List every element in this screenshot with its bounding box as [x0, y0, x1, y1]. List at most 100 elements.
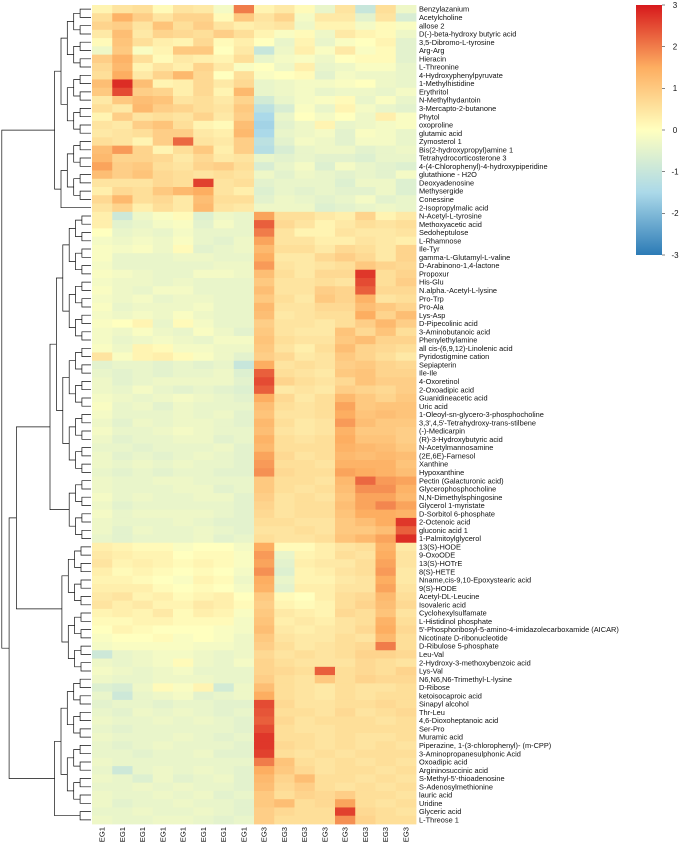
heatmap-cell: [254, 294, 275, 304]
heatmap-cell: [193, 815, 214, 825]
heatmap-cell: [213, 484, 235, 494]
heatmap-cell: [233, 691, 255, 701]
dendrogram-branch: [80, 596, 91, 606]
heatmap-cell: [274, 120, 295, 130]
row-label: 9(S)-HODE: [419, 584, 457, 593]
heatmap-cell: [152, 658, 174, 668]
heatmap-cell: [375, 104, 397, 113]
heatmap-cell: [274, 129, 295, 138]
heatmap-cell: [355, 352, 376, 362]
heatmap-cell: [274, 699, 295, 709]
heatmap-cell: [335, 71, 356, 80]
dendrogram-branch: [79, 678, 91, 688]
heatmap-cell: [112, 650, 133, 659]
heatmap-cell: [92, 162, 113, 171]
heatmap-cell: [335, 170, 356, 180]
heatmap-cell: [254, 62, 275, 72]
heatmap-cell: [375, 757, 397, 767]
heatmap-cell: [375, 377, 397, 386]
heatmap-cell: [355, 418, 376, 428]
heatmap-cell: [395, 526, 417, 535]
heatmap-cell: [112, 71, 133, 80]
heatmap-cell: [112, 666, 133, 676]
heatmap-cell: [213, 393, 235, 403]
heatmap-cell: [254, 534, 275, 544]
heatmap-cell: [294, 137, 316, 147]
heatmap-cell: [193, 162, 214, 171]
heatmap-cell: [274, 799, 295, 808]
dendrogram-branch: [62, 244, 70, 312]
heatmap-cell: [355, 236, 376, 246]
heatmap-cell: [314, 104, 336, 113]
heatmap-cell: [92, 766, 113, 775]
heatmap-cell: [375, 13, 397, 22]
heatmap-cell: [92, 352, 113, 362]
row-label: Cyclohexylsulfamate: [419, 609, 487, 618]
heatmap-cell: [173, 120, 194, 130]
heatmap-cell: [274, 542, 295, 552]
heatmap-cell: [112, 344, 133, 353]
heatmap-cell: [314, 650, 336, 659]
heatmap-cell: [132, 261, 154, 271]
heatmap-cell: [132, 451, 154, 461]
heatmap-cell: [254, 311, 275, 320]
heatmap-cell: [294, 625, 316, 635]
heatmap-cell: [375, 493, 397, 502]
heatmap-cell: [92, 137, 113, 147]
heatmap-cell: [112, 261, 133, 271]
heatmap-cell: [375, 278, 397, 287]
heatmap-cell: [314, 517, 336, 527]
heatmap-cell: [193, 493, 214, 502]
heatmap-cell: [274, 559, 295, 568]
heatmap-cell: [173, 774, 194, 784]
heatmap-cell: [294, 757, 316, 767]
heatmap-cell: [233, 410, 255, 420]
row-label: N6,N6,N6-Trimethyl-L-lysine: [419, 675, 512, 684]
heatmap-cell: [294, 410, 316, 420]
heatmap-cell: [375, 5, 397, 14]
heatmap-cell: [193, 733, 214, 742]
heatmap-cell: [213, 104, 235, 113]
heatmap-cell: [233, 484, 255, 494]
heatmap-cell: [132, 790, 154, 800]
dendrogram-branch: [66, 87, 74, 122]
heatmap-cell: [395, 683, 417, 693]
heatmap-cell: [335, 13, 356, 22]
heatmap-cell: [233, 203, 255, 213]
dendrogram-branch: [79, 761, 91, 771]
heatmap-cell: [132, 600, 154, 610]
heatmap-cell: [92, 269, 113, 279]
heatmap-cell: [193, 799, 214, 808]
heatmap-cell: [152, 278, 174, 287]
heatmap-cell: [294, 294, 316, 304]
heatmap-cell: [173, 443, 194, 453]
heatmap-cell: [395, 451, 417, 461]
heatmap-cell: [395, 129, 417, 138]
heatmap-cell: [152, 286, 174, 295]
heatmap-cell: [132, 766, 154, 775]
heatmap-cell: [92, 393, 113, 403]
heatmap-cell: [92, 584, 113, 593]
heatmap-cell: [132, 774, 154, 784]
heatmap-cell: [92, 451, 113, 461]
heatmap-cell: [233, 302, 255, 312]
heatmap-cell: [213, 79, 235, 89]
heatmap-cell: [314, 749, 336, 759]
heatmap-cell: [294, 542, 316, 552]
dendrogram-branch: [68, 426, 76, 461]
heatmap-cell: [193, 542, 214, 552]
heatmap-cell: [152, 253, 174, 262]
heatmap-cell: [152, 642, 174, 651]
heatmap-cell: [254, 71, 275, 80]
heatmap-cell: [233, 708, 255, 717]
dendrogram-branch: [74, 649, 81, 668]
heatmap-cell: [274, 294, 295, 304]
heatmap-cell: [152, 451, 174, 461]
heatmap-cell: [375, 559, 397, 568]
heatmap-cell: [92, 592, 113, 602]
heatmap-cell: [233, 311, 255, 320]
heatmap-cell: [112, 468, 133, 477]
heatmap-cell: [92, 410, 113, 420]
heatmap-cell: [92, 683, 113, 693]
